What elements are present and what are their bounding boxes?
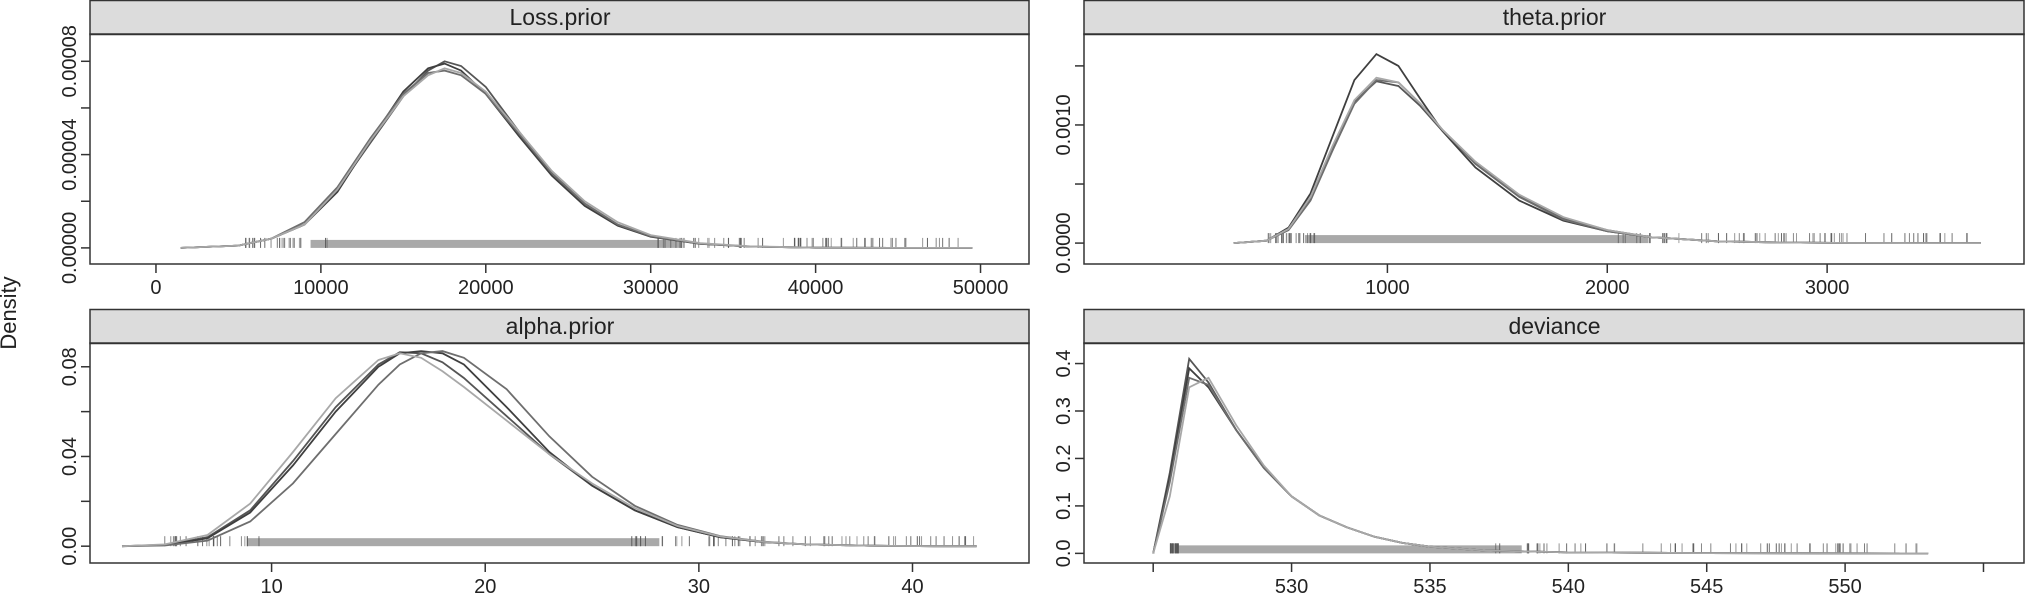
rug-band [1176, 545, 1522, 554]
x-tick-label: 10000 [293, 277, 349, 299]
rug-band [247, 538, 660, 547]
y-tick-label: 0.04 [59, 437, 81, 476]
x-tick-label: 40 [901, 576, 923, 598]
density-line-chain-4 [1233, 76, 1981, 244]
x-tick-label: 2000 [1585, 277, 1630, 299]
panel-frame [89, 342, 1030, 564]
panel-frame [89, 33, 1030, 265]
x-tick-label: 545 [1690, 576, 1723, 598]
y-tick-label: 0.00000 [59, 212, 81, 284]
y-tick-label: 0.3 [1053, 397, 1075, 425]
density-line-chain-2 [180, 62, 973, 249]
y-tick-label: 0.0 [1053, 539, 1075, 567]
panel-title: theta.prior [1503, 4, 1607, 30]
x-tick-label: 20000 [458, 277, 514, 299]
y-tick-label: 0.00 [59, 527, 81, 566]
y-tick-label: 0.08 [59, 347, 81, 386]
panel-title: Loss.prior [510, 4, 611, 30]
density-line-chain-2 [121, 350, 977, 548]
density-line-chain-1 [1152, 356, 1929, 555]
panel-frame [1083, 342, 2025, 564]
rug-ticks [1267, 233, 1968, 244]
y-tick-label: 0.1 [1053, 492, 1075, 520]
y-tick-label: 0.0010 [1053, 94, 1075, 155]
panel-2: theta.prior 0.0000 0.0010 1000 2000 3000 [1053, 0, 2025, 299]
x-tick-label: 3000 [1805, 277, 1850, 299]
x-tick-label: 1000 [1365, 277, 1410, 299]
strip-header [89, 0, 1030, 36]
strip-header [89, 308, 1030, 345]
density-line-chain-2 [1233, 52, 1981, 244]
x-tick-label: 10 [260, 576, 282, 598]
panel-1: Loss.prior 0.00000 0.00004 0.00008 0 10000 200… [59, 0, 1030, 299]
y-tick-label: 0.00004 [59, 118, 81, 190]
density-line-chain-4 [180, 67, 973, 249]
density-line-chain-3 [1152, 376, 1929, 555]
x-tick-label: 30 [688, 576, 710, 598]
panel-3: alpha.prior 0.00 0.04 0.08 10 20 30 40 [59, 308, 1030, 598]
x-tick-label: 535 [1413, 576, 1446, 598]
density-line-chain-3 [121, 350, 977, 548]
x-tick-label: 40000 [788, 277, 844, 299]
y-tick-label: 0.2 [1053, 445, 1075, 473]
x-tick-label: 30000 [623, 277, 679, 299]
x-tick-label: 530 [1275, 576, 1308, 598]
panel-frame [1083, 33, 2025, 265]
density-line-chain-1 [1233, 80, 1981, 244]
strip-header [1083, 308, 2025, 345]
x-tick-label: 0 [150, 277, 161, 299]
rug-band [1304, 235, 1649, 244]
x-tick-label: 550 [1828, 576, 1861, 598]
rug-ticks [1169, 543, 1918, 554]
density-line-chain-1 [121, 351, 977, 548]
y-tick-label: 0.4 [1053, 350, 1075, 378]
y-tick-label: 0.00008 [59, 25, 81, 97]
density-line-chain-4 [1152, 376, 1929, 555]
y-axis-title: Density [0, 276, 21, 349]
x-tick-label: 50000 [953, 277, 1009, 299]
panel-4: deviance 0.0 0.1 0.2 0.3 0.4 530 535 540 545 550 [1053, 308, 2025, 598]
density-line-chain-1 [180, 60, 973, 249]
density-line-chain-3 [180, 69, 973, 249]
panel-title: alpha.prior [506, 313, 615, 339]
density-line-chain-4 [121, 352, 977, 548]
panel-title: deviance [1508, 313, 1600, 339]
density-line-chain-2 [1152, 366, 1929, 555]
y-tick-label: 0.0000 [1053, 213, 1075, 274]
x-tick-label: 20 [474, 576, 496, 598]
rug-band [310, 239, 683, 248]
x-tick-label: 540 [1552, 576, 1585, 598]
